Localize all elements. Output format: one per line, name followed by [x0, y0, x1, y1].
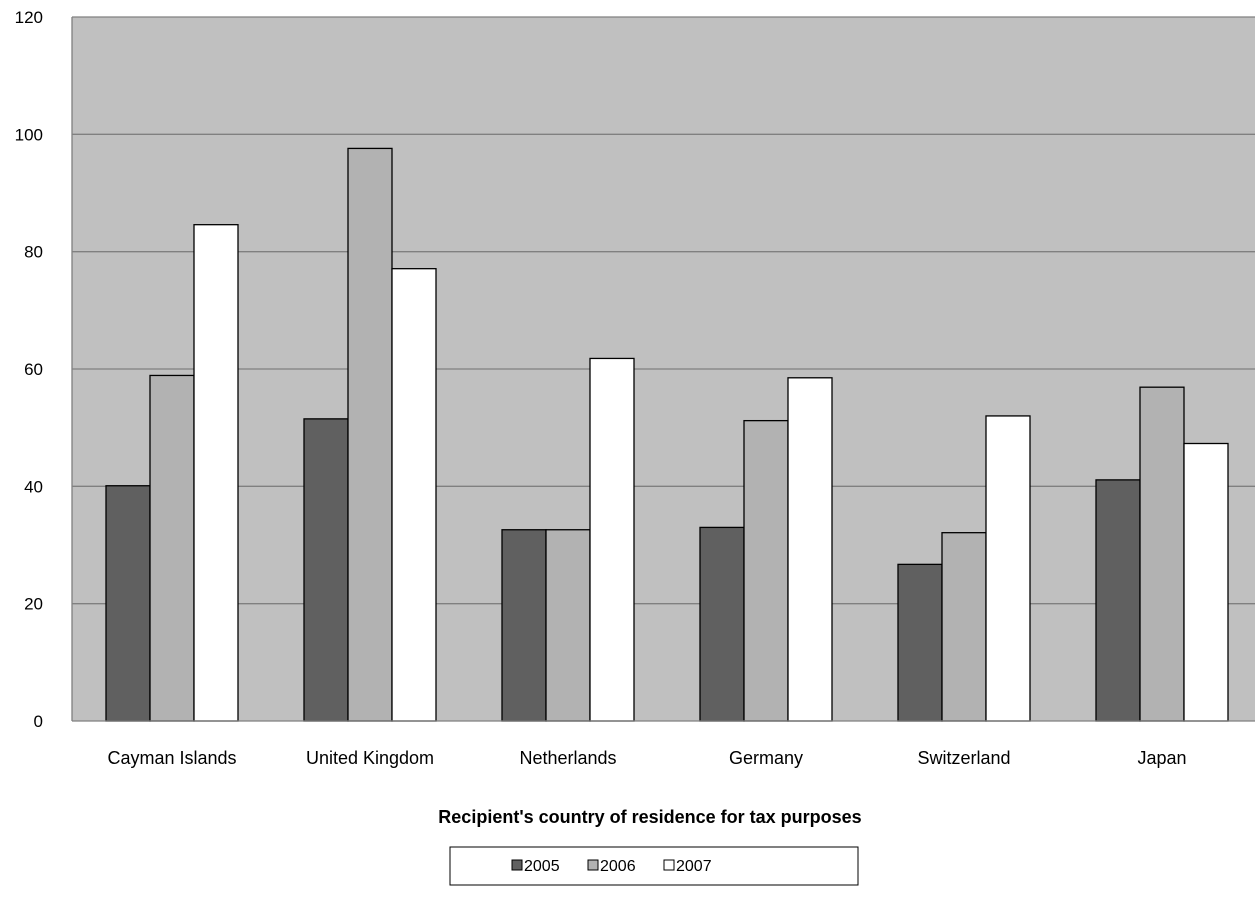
- legend-swatch-2007: [663, 859, 675, 871]
- bar-2005-cayman-islands: [105, 485, 151, 722]
- x-tick-label: Cayman Islands: [107, 748, 236, 768]
- axes: [71, 17, 1255, 722]
- bar-2005-united-kingdom: [303, 418, 349, 722]
- bar-2005-switzerland: [897, 563, 943, 722]
- x-tick-label: United Kingdom: [306, 748, 434, 768]
- y-tick-labels: 0 20 40 60 80 100 120: [15, 8, 43, 731]
- x-tick-label: Japan: [1137, 748, 1186, 768]
- bar-2007-united-kingdom: [391, 268, 437, 722]
- legend-items: 2005 2006 2007: [511, 858, 712, 875]
- y-tick-label: 40: [24, 477, 43, 496]
- y-tick-label: 60: [24, 360, 43, 379]
- bar-2007-switzerland: [985, 415, 1031, 722]
- gridlines: [72, 16, 1255, 605]
- bar-2007-japan: [1183, 442, 1229, 722]
- bar-2006-united-kingdom: [347, 147, 393, 722]
- y-tick-label: 80: [24, 243, 43, 262]
- legend-label-2005: 2005: [524, 858, 560, 875]
- legend-label-2006: 2006: [600, 858, 636, 875]
- legend-box: [449, 846, 859, 886]
- bar-2006-cayman-islands: [149, 374, 195, 722]
- bar-2005-netherlands: [501, 529, 547, 722]
- y-tick-label: 100: [15, 125, 43, 144]
- y-tick-label: 20: [24, 595, 43, 614]
- legend-label-2007: 2007: [676, 858, 712, 875]
- y-tick-label: 0: [34, 712, 43, 731]
- bar-2006-switzerland: [941, 532, 987, 722]
- bar-2005-japan: [1095, 479, 1141, 722]
- x-tick-label: Netherlands: [519, 748, 616, 768]
- bars: [105, 147, 1229, 722]
- y-tick-label: 120: [15, 8, 43, 27]
- x-tick-labels: Cayman Islands United Kingdom Netherlands G…: [107, 748, 1186, 768]
- bar-2007-netherlands: [589, 357, 635, 722]
- bar-2005-germany: [699, 526, 745, 722]
- x-tick-label: Switzerland: [917, 748, 1010, 768]
- legend-swatch-2006: [587, 859, 599, 871]
- bar-2006-japan: [1139, 386, 1185, 722]
- legend: 2005 2006 2007: [449, 846, 859, 886]
- bar-2006-netherlands: [545, 529, 591, 722]
- bar-2007-germany: [787, 377, 833, 722]
- x-tick-label: Germany: [729, 748, 803, 768]
- bar-2006-germany: [743, 419, 789, 722]
- bar-2007-cayman-islands: [193, 224, 239, 722]
- legend-swatch-2005: [511, 859, 523, 871]
- x-axis-title: Recipient's country of residence for tax…: [438, 807, 861, 827]
